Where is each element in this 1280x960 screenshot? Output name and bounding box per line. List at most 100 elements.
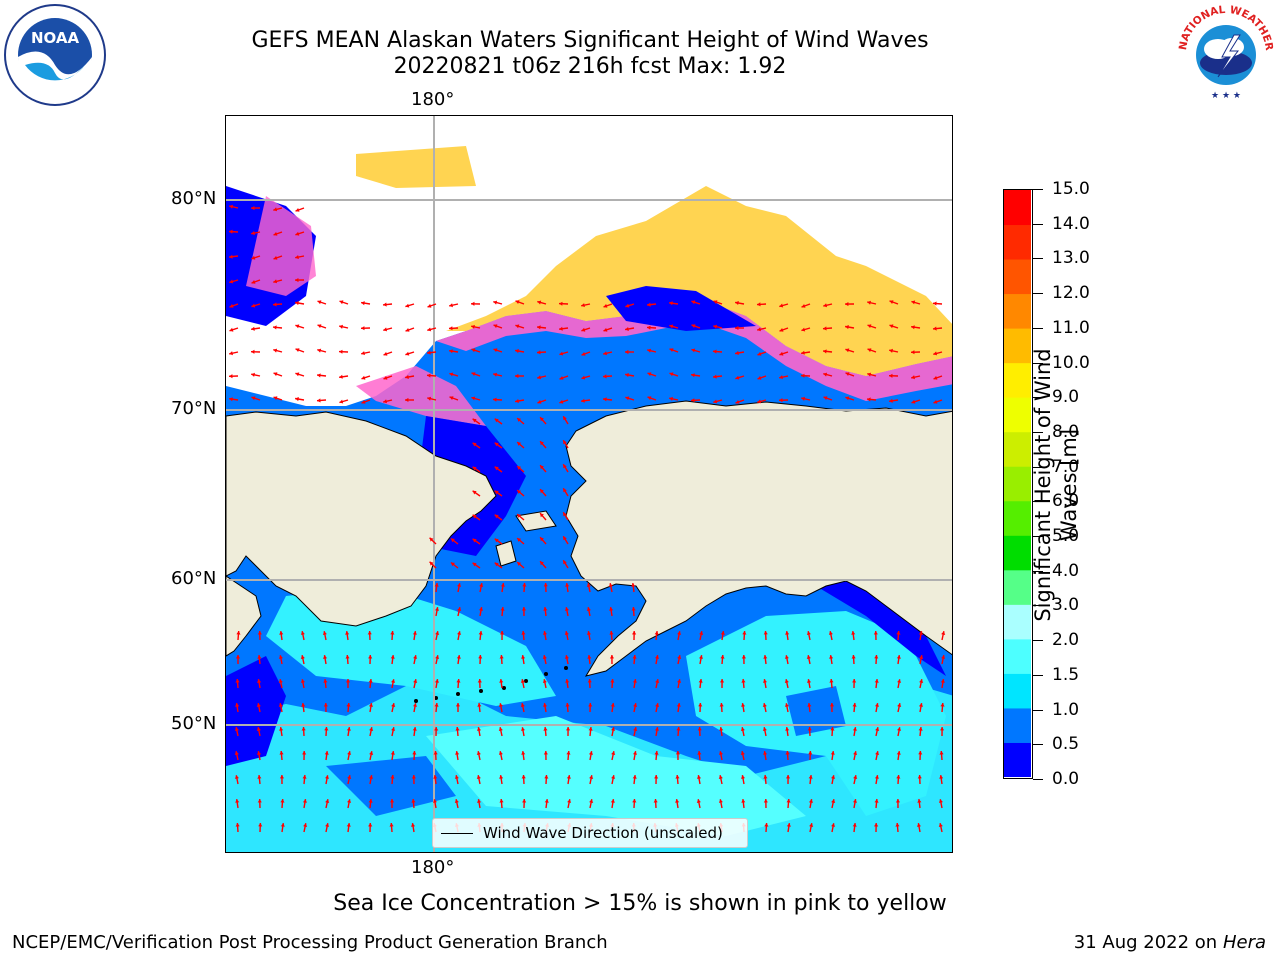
wave-direction-arrowhead <box>449 372 454 377</box>
wave-direction-arrowhead <box>740 727 745 731</box>
wave-direction-arrowhead <box>339 374 343 379</box>
wave-direction-arrowhead <box>229 229 233 234</box>
wave-direction-arrowhead <box>494 562 499 567</box>
colorbar-bin <box>1004 397 1031 433</box>
wave-direction-arrowhead <box>235 655 241 659</box>
wave-direction-arrowhead <box>498 703 503 707</box>
wave-direction-arrowhead <box>251 396 256 401</box>
wave-direction-arrowhead <box>875 727 880 731</box>
wave-direction-arrowhead <box>229 374 233 379</box>
noaa-logo-text: NOAA <box>31 29 80 47</box>
wave-direction-arrowhead <box>565 679 570 683</box>
wave-direction-arrowhead <box>251 372 255 377</box>
wave-direction-arrowhead <box>515 349 519 354</box>
wave-direction-arrowhead <box>762 703 767 707</box>
wave-direction-arrowhead <box>845 396 850 401</box>
wave-direction-arrowhead <box>911 325 915 330</box>
colorbar-tick-label: 10.0 <box>1052 352 1090 373</box>
lon-label-bottom: 180° <box>411 857 455 878</box>
wave-direction-arrowhead <box>471 348 476 353</box>
wave-direction-arrowhead <box>449 303 453 308</box>
wave-direction-arrowhead <box>559 376 564 380</box>
wave-direction-arrowhead <box>762 727 767 731</box>
wave-direction-arrowhead <box>713 300 718 305</box>
wave-direction-arrowhead <box>368 703 373 707</box>
wave-direction-arrowhead <box>273 255 278 260</box>
wave-direction-arrowhead <box>587 679 592 683</box>
colorbar-bin <box>1004 259 1031 295</box>
wave-direction-arrowhead <box>632 775 637 779</box>
wave-direction-arrowhead <box>434 679 439 683</box>
wave-direction-arrowhead <box>603 351 608 356</box>
wave-direction-arrowhead <box>559 301 563 306</box>
wave-direction-arrowhead <box>713 349 717 354</box>
wave-direction-arrowhead <box>471 301 475 306</box>
wave-direction-arrowhead <box>919 655 924 659</box>
wave-direction-arrowhead <box>520 679 525 683</box>
wave-direction-arrowhead <box>720 631 725 635</box>
wave-direction-arrowhead <box>653 799 658 803</box>
wave-direction-arrowhead <box>632 799 637 803</box>
siberia-land <box>226 411 497 627</box>
wave-direction-arrowhead <box>675 751 680 755</box>
wave-direction-arrowhead <box>806 655 811 659</box>
wave-direction-arrowhead <box>493 348 498 353</box>
wave-direction-arrowhead <box>625 349 629 355</box>
wave-direction-arrowhead <box>251 280 256 284</box>
wave-direction-arrowhead <box>786 799 791 803</box>
wave-direction-arrowhead <box>450 538 455 543</box>
wave-direction-arrowhead <box>763 799 768 803</box>
footer-machine: Hera <box>1222 932 1266 953</box>
wave-direction-arrowhead <box>828 631 833 635</box>
wave-direction-arrowhead <box>543 583 548 587</box>
wave-direction-arrowhead <box>383 399 387 404</box>
wave-direction-arrowhead <box>368 775 373 779</box>
wave-direction-arrowhead <box>784 679 789 683</box>
wave-direction-arrowhead <box>611 751 616 755</box>
wave-direction-arrowhead <box>494 490 499 495</box>
wave-direction-arrowhead <box>346 703 351 707</box>
colorbar-tick <box>1033 501 1043 503</box>
wave-direction-arrowhead <box>295 397 299 402</box>
wave-direction-arrowhead <box>631 607 636 611</box>
wave-direction-arrowhead <box>564 607 569 611</box>
wave-direction-arrowhead <box>735 400 740 404</box>
wave-direction-arrowhead <box>564 655 569 659</box>
wave-direction-arrowhead <box>339 300 344 305</box>
wave-direction-arrowhead <box>852 823 857 827</box>
wave-direction-arrowhead <box>435 631 440 635</box>
wave-direction-arrowhead <box>540 417 544 422</box>
wave-direction-arrowhead <box>874 655 879 659</box>
wave-direction-arrowhead <box>785 631 790 635</box>
wave-direction-arrowhead <box>563 416 567 421</box>
wave-direction-arrowhead <box>229 351 233 356</box>
wave-direction-arrowhead <box>654 727 659 731</box>
wave-direction-arrowhead <box>940 727 945 731</box>
wave-direction-arrowhead <box>895 823 900 827</box>
wave-direction-arrowhead <box>236 631 241 635</box>
colorbar-bin <box>1004 190 1031 226</box>
wind-wave-arrows <box>228 204 946 833</box>
wave-direction-arrowhead <box>603 397 607 402</box>
wave-direction-arrowhead <box>454 775 459 779</box>
colorbar-tick <box>1033 431 1043 433</box>
wave-direction-arrowhead <box>347 751 352 755</box>
wave-direction-arrowhead <box>763 751 768 755</box>
wave-direction-arrowhead <box>713 374 717 379</box>
wave-direction-arrowhead <box>875 703 879 707</box>
wave-direction-arrowhead <box>456 655 461 659</box>
footer-credit: NCEP/EMC/Verification Post Processing Pr… <box>12 932 608 953</box>
wave-direction-arrowhead <box>940 703 945 707</box>
wave-direction-arrowhead <box>256 727 261 731</box>
nws-logo: NATIONAL WEATHER SERVICE ★ ★ ★ <box>1174 1 1276 103</box>
wave-direction-arrowhead <box>347 799 352 803</box>
wave-direction-arrowhead <box>852 703 857 707</box>
wave-direction-arrowhead <box>303 823 308 827</box>
colorbar-bin <box>1004 535 1031 571</box>
wave-direction-arrowhead <box>450 562 455 567</box>
wave-direction-arrowhead <box>823 372 828 377</box>
wave-direction-arrowhead <box>368 679 373 683</box>
wave-direction-arrowhead <box>911 399 916 404</box>
wave-direction-arrowhead <box>625 303 630 308</box>
wave-direction-arrowhead <box>779 375 783 380</box>
